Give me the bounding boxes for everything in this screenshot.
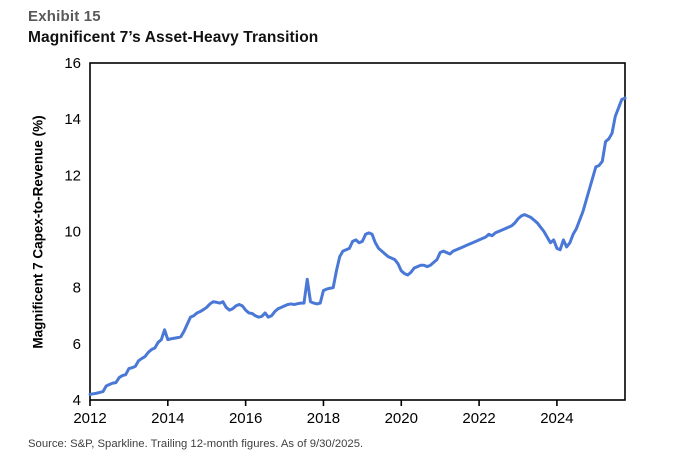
capex-to-revenue-line: [88, 96, 627, 396]
y-tick-label: 8: [73, 280, 81, 297]
x-tick-label: 2020: [385, 410, 418, 427]
chart-title: Magnificent 7’s Asset-Heavy Transition: [28, 29, 319, 46]
y-tick-label: 12: [64, 167, 81, 184]
y-tick-label: 4: [73, 392, 81, 409]
x-axis-ticks: [89, 400, 558, 406]
source-note: Source: S&P, Sparkline. Trailing 12-mont…: [28, 438, 364, 450]
y-tick-label: 10: [64, 224, 81, 241]
x-tick-label: 2016: [229, 410, 262, 427]
x-tick-label: 2012: [73, 410, 106, 427]
plot-frame: [89, 62, 626, 401]
y-axis-labels: 4 6 8 10 12 14 16: [64, 55, 81, 409]
x-tick-label: 2014: [151, 410, 184, 427]
y-tick-label: 6: [73, 336, 81, 353]
y-tick-label: 16: [64, 55, 81, 72]
x-tick-label: 2024: [540, 410, 573, 427]
y-tick-label: 14: [64, 111, 81, 128]
x-tick-label: 2022: [462, 410, 495, 427]
x-tick-label: 2018: [307, 410, 340, 427]
x-axis-labels: 2012 2014 2016 2018 2020 2022 2024: [73, 410, 573, 427]
exhibit-label: Exhibit 15: [28, 8, 101, 25]
